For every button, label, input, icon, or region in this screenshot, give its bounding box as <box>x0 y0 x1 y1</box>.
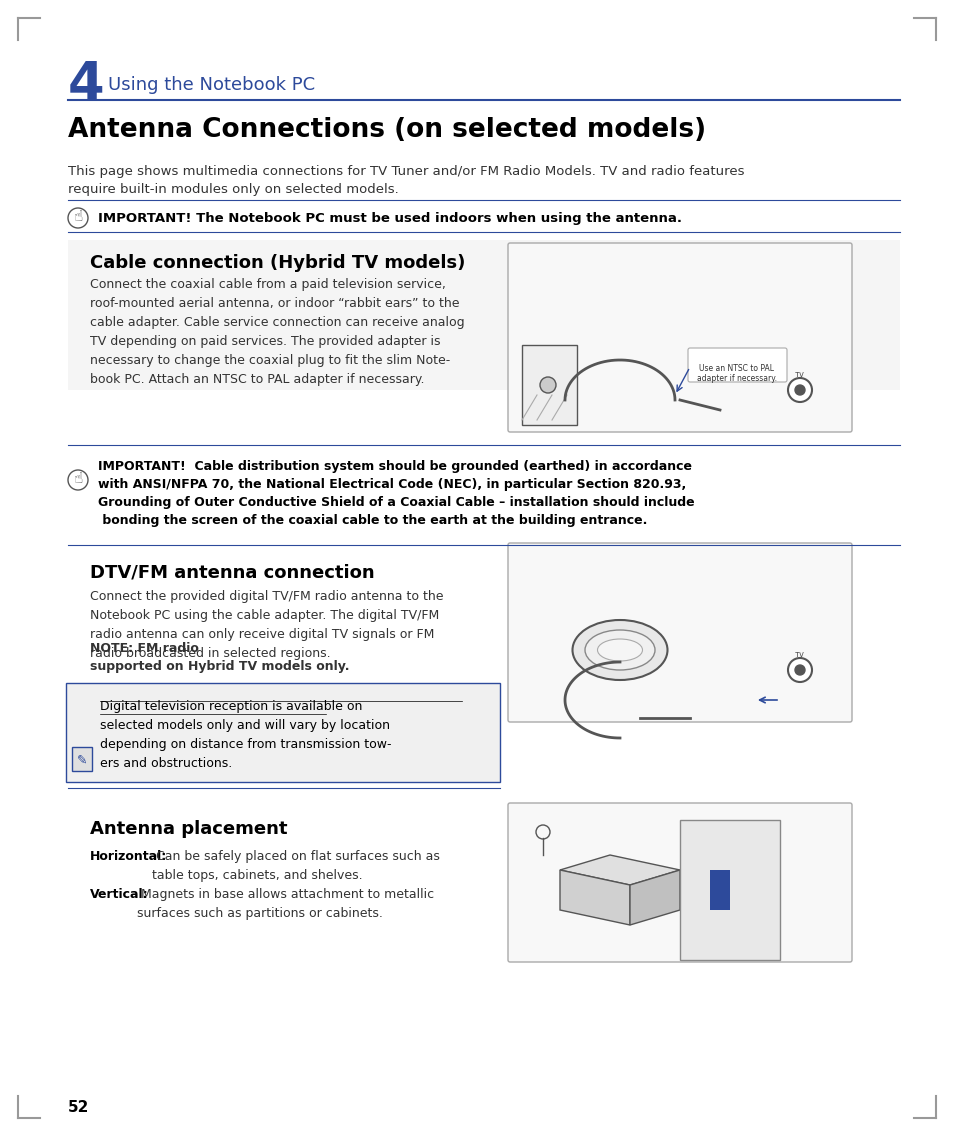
Text: Antenna placement: Antenna placement <box>90 820 287 838</box>
Text: Connect the coaxial cable from a paid television service,
roof-mounted aerial an: Connect the coaxial cable from a paid te… <box>90 278 464 386</box>
Text: ✎: ✎ <box>76 753 87 767</box>
FancyBboxPatch shape <box>71 747 91 771</box>
Bar <box>521 345 577 425</box>
Text: This page shows multimedia connections for TV Tuner and/or FM Radio Models. TV a: This page shows multimedia connections f… <box>68 165 743 197</box>
Bar <box>68 240 899 390</box>
Text: ᴛᴠ: ᴛᴠ <box>794 650 804 659</box>
Polygon shape <box>559 855 679 885</box>
Text: 4: 4 <box>68 59 105 111</box>
Text: 52: 52 <box>68 1101 90 1116</box>
Text: Magnets in base allows attachment to metallic
surfaces such as partitions or cab: Magnets in base allows attachment to met… <box>137 888 434 920</box>
FancyBboxPatch shape <box>507 803 851 962</box>
Text: Connect the provided digital TV/FM radio antenna to the
Notebook PC using the ca: Connect the provided digital TV/FM radio… <box>90 590 443 660</box>
Polygon shape <box>559 870 629 925</box>
Ellipse shape <box>572 620 667 680</box>
Ellipse shape <box>584 630 655 670</box>
Text: Digital television reception is available on
selected models only and will vary : Digital television reception is availabl… <box>100 700 391 770</box>
Polygon shape <box>629 870 679 925</box>
Text: ☝: ☝ <box>73 470 83 485</box>
Text: ☝: ☝ <box>73 209 83 224</box>
Text: IMPORTANT! The Notebook PC must be used indoors when using the antenna.: IMPORTANT! The Notebook PC must be used … <box>98 211 681 225</box>
Polygon shape <box>679 820 780 960</box>
FancyBboxPatch shape <box>687 348 786 382</box>
FancyBboxPatch shape <box>507 243 851 432</box>
Circle shape <box>787 658 811 682</box>
Ellipse shape <box>597 638 641 661</box>
Polygon shape <box>709 870 729 910</box>
Text: DTV/FM antenna connection: DTV/FM antenna connection <box>90 563 375 580</box>
Text: Using the Notebook PC: Using the Notebook PC <box>108 76 314 94</box>
FancyBboxPatch shape <box>66 683 499 782</box>
Text: Can be safely placed on flat surfaces such as
table tops, cabinets, and shelves.: Can be safely placed on flat surfaces su… <box>152 850 439 882</box>
Text: Antenna Connections (on selected models): Antenna Connections (on selected models) <box>68 117 705 143</box>
Circle shape <box>794 665 804 675</box>
Text: Cable connection (Hybrid TV models): Cable connection (Hybrid TV models) <box>90 254 465 272</box>
Text: ᴛᴠ: ᴛᴠ <box>794 369 804 378</box>
Text: Horizontal:: Horizontal: <box>90 850 167 863</box>
Text: NOTE: FM radio
supported on Hybrid TV models only.: NOTE: FM radio supported on Hybrid TV mo… <box>90 642 349 673</box>
Text: Vertical:: Vertical: <box>90 888 149 901</box>
FancyBboxPatch shape <box>507 543 851 722</box>
Text: Use an NTSC to PAL
adapter if necessary.: Use an NTSC to PAL adapter if necessary. <box>697 364 776 384</box>
Text: IMPORTANT!  Cable distribution system should be grounded (earthed) in accordance: IMPORTANT! Cable distribution system sho… <box>98 460 694 527</box>
Circle shape <box>539 377 556 393</box>
Circle shape <box>787 378 811 402</box>
Circle shape <box>794 385 804 395</box>
